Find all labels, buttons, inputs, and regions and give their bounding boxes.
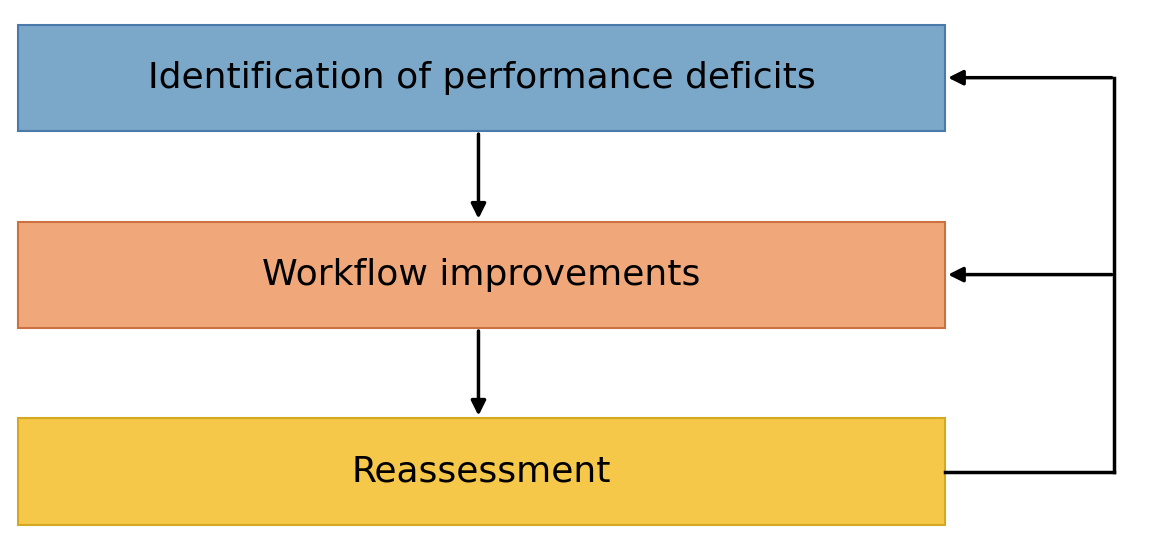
Text: Reassessment: Reassessment — [351, 455, 612, 489]
FancyBboxPatch shape — [18, 222, 945, 328]
FancyBboxPatch shape — [18, 25, 945, 131]
Text: Workflow improvements: Workflow improvements — [263, 258, 700, 292]
Text: Identification of performance deficits: Identification of performance deficits — [147, 61, 816, 95]
FancyBboxPatch shape — [18, 418, 945, 525]
